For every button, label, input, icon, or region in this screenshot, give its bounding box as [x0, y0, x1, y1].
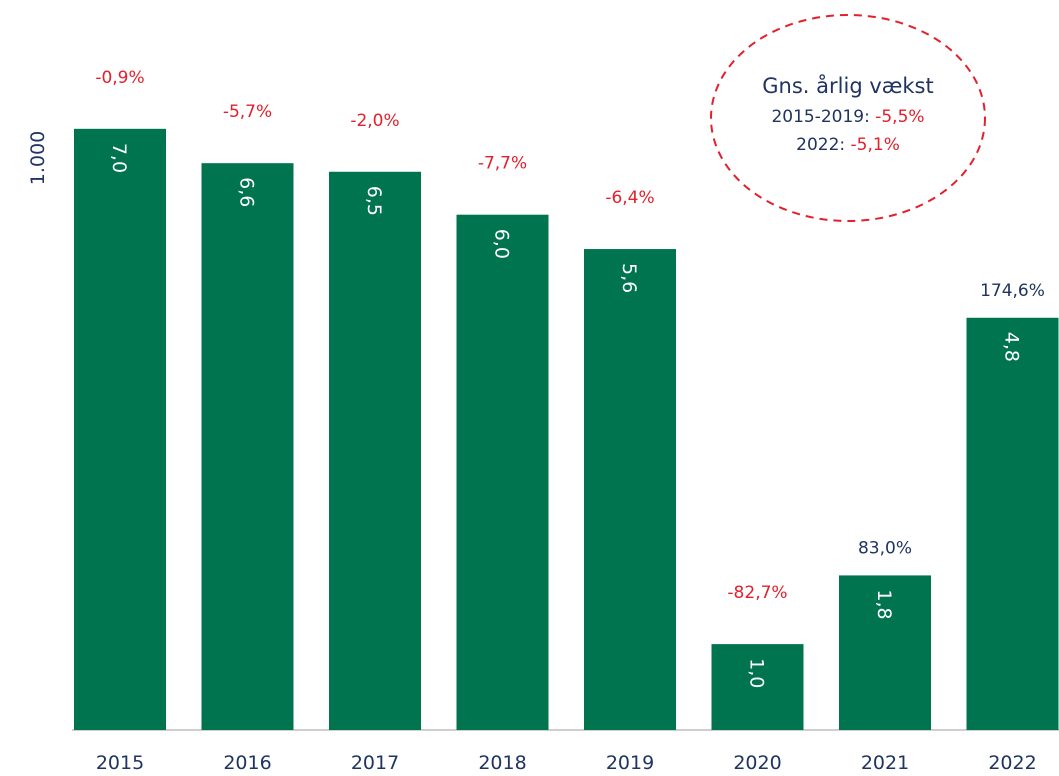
bar — [839, 575, 931, 730]
x-tick-label: 2021 — [861, 752, 909, 774]
x-tick-label: 2017 — [351, 752, 399, 774]
annotation-circle — [710, 14, 986, 222]
growth-label: 83,0% — [858, 538, 912, 558]
x-tick-label: 2022 — [988, 752, 1036, 774]
x-tick-label: 2016 — [223, 752, 271, 774]
annotation-value: -5,1% — [851, 135, 900, 155]
x-tick-label: 2018 — [478, 752, 526, 774]
bar — [584, 249, 676, 730]
value-label: 7,0 — [108, 143, 130, 173]
value-label: 6,6 — [236, 177, 258, 207]
value-label: 4,8 — [1001, 332, 1023, 362]
bar — [711, 644, 804, 730]
annotation-line: 2015-2019: -5,5% — [771, 107, 924, 127]
growth-label: -7,7% — [478, 154, 527, 174]
annotation-value: -5,5% — [875, 107, 924, 127]
y-axis-label: 1.000 — [27, 131, 49, 185]
growth-label: -82,7% — [727, 583, 787, 603]
growth-label: -5,7% — [223, 102, 272, 122]
growth-label: -0,9% — [95, 68, 144, 88]
annotation-label: 2022: — [796, 135, 845, 155]
value-label: 1,0 — [746, 658, 768, 688]
bar — [329, 171, 421, 730]
value-label: 5,6 — [618, 263, 640, 293]
growth-label: 174,6% — [980, 281, 1045, 301]
x-tick-label: 2019 — [606, 752, 654, 774]
bar — [456, 214, 549, 731]
annotation-line: 2022: -5,1% — [796, 135, 900, 155]
value-label: 6,0 — [491, 229, 513, 259]
bar — [74, 128, 166, 730]
value-label: 6,5 — [363, 186, 385, 216]
bar — [966, 317, 1059, 730]
bar — [201, 163, 294, 731]
x-tick-label: 2015 — [96, 752, 144, 774]
value-label: 1,8 — [873, 589, 895, 619]
annotation-label: 2015-2019: — [771, 107, 869, 127]
growth-label: -2,0% — [350, 111, 399, 131]
annotation-title: Gns. årlig vækst — [762, 73, 933, 98]
x-tick-label: 2020 — [733, 752, 781, 774]
growth-label: -6,4% — [605, 188, 654, 208]
